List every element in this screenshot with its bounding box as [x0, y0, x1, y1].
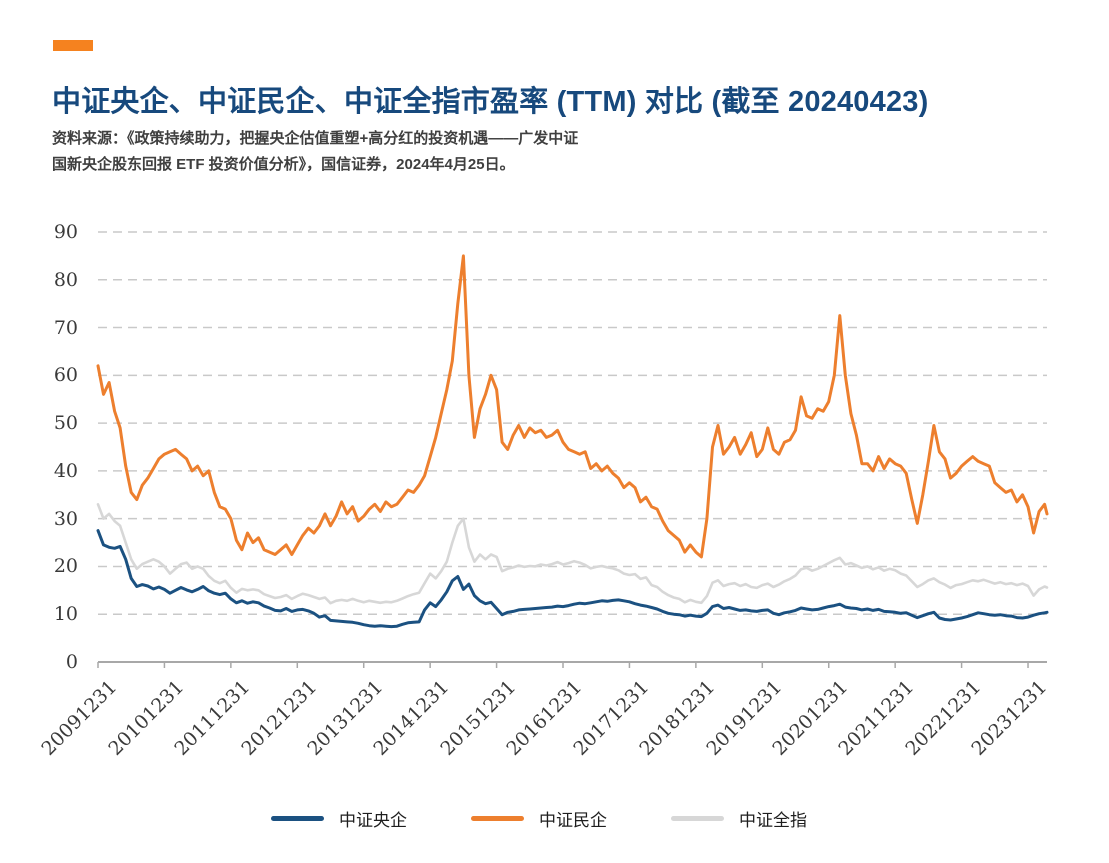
- y-tick-label-90: 90: [53, 221, 78, 243]
- y-tick-label-30: 30: [53, 507, 78, 530]
- legend-label-中证全指: 中证全指: [739, 811, 807, 830]
- chart-title: 中证央企、中证民企、中证全指市盈率 (TTM) 对比 (截至 20240423): [52, 86, 929, 118]
- y-tick-label-60: 60: [53, 364, 78, 387]
- legend-swatch-中证全指: [671, 816, 724, 821]
- legend-label-中证民企: 中证民企: [539, 811, 607, 830]
- legend-label-中证央企: 中证央企: [339, 811, 407, 830]
- source-note-line-2: 国新央企股东回报 ETF 投资价值分析》，国信证券，2024年4月25日。: [52, 156, 515, 173]
- y-tick-label-20: 20: [53, 555, 78, 578]
- y-tick-label-80: 80: [53, 268, 78, 291]
- legend-swatch-中证央企: [271, 816, 324, 821]
- legend-item-中证全指: 中证全指: [671, 806, 807, 831]
- legend-swatch-中证民企: [471, 816, 524, 821]
- legend-item-中证民企: 中证民企: [471, 806, 607, 831]
- series-line-中证央企: [96, 529, 1049, 629]
- series-line-中证民企: [96, 254, 1049, 559]
- y-tick-label-0: 0: [65, 651, 78, 673]
- accent-bar: [53, 40, 93, 51]
- y-tick-label-40: 40: [53, 459, 78, 482]
- y-tick-label-50: 50: [53, 412, 78, 435]
- chart-legend: 中证央企 中证民企 中证全指: [271, 806, 871, 831]
- series-line-中证全指: [96, 502, 1049, 605]
- y-tick-label-10: 10: [53, 603, 78, 626]
- y-tick-label-70: 70: [53, 316, 78, 339]
- legend-item-中证央企: 中证央企: [271, 806, 407, 831]
- source-note-line-1: 资料来源：《政策持续助力，把握央企估值重塑+高分红的投资机遇——广发中证: [52, 130, 579, 147]
